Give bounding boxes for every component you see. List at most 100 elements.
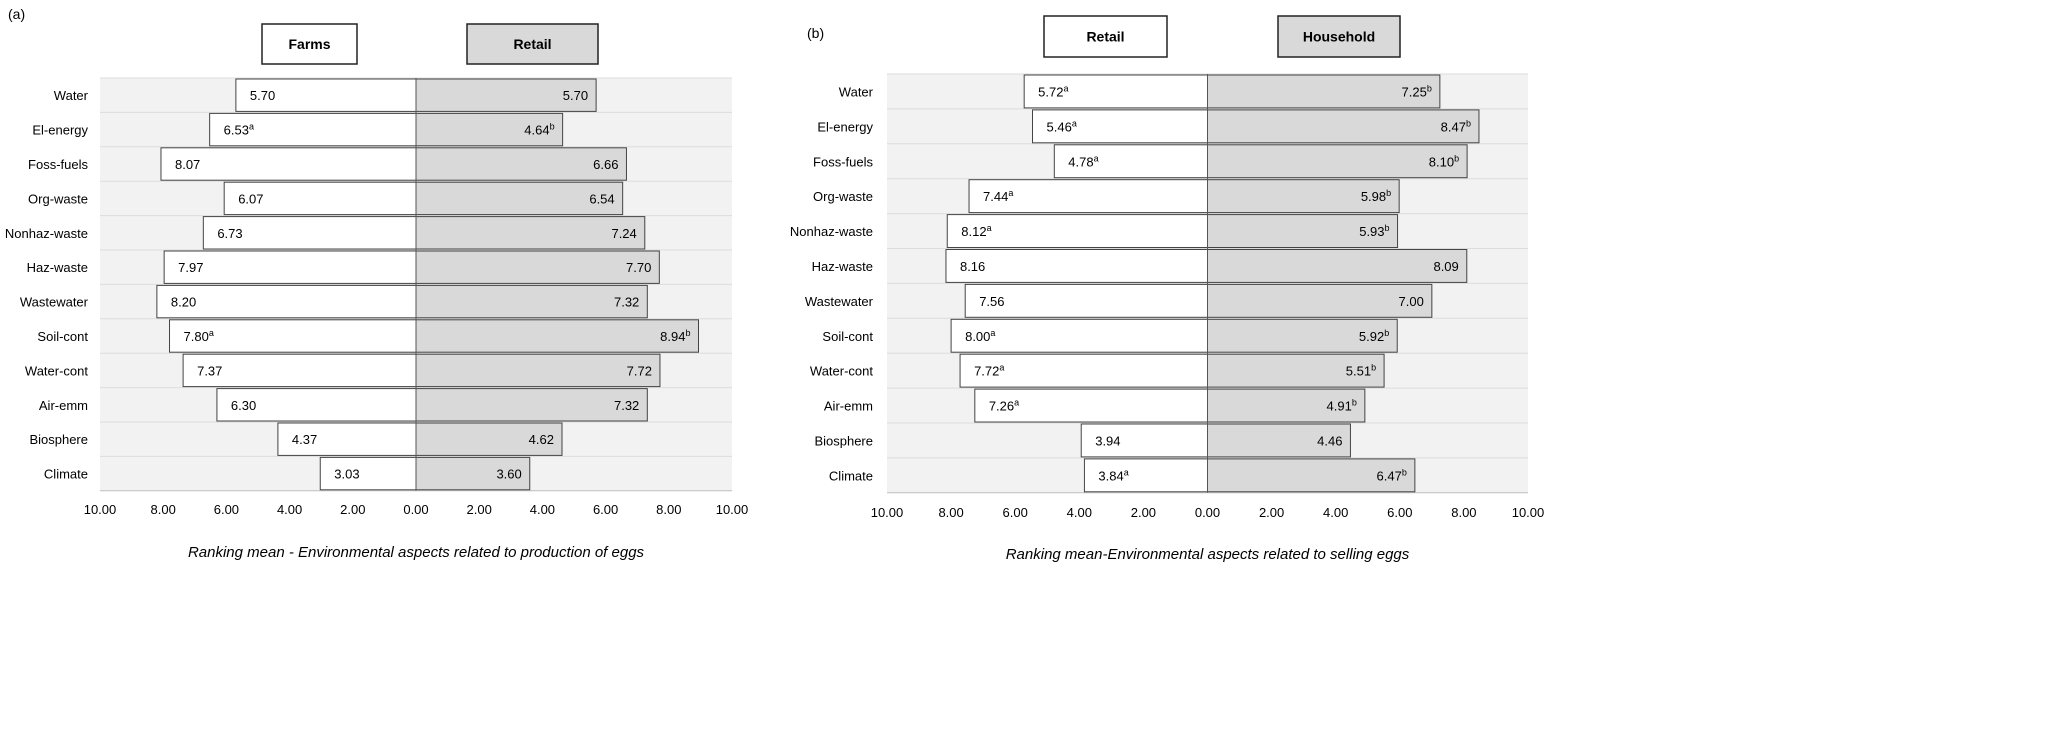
bar-right-value: 8.47b: [1441, 118, 1471, 134]
bar-right: [415, 284, 648, 319]
x-tick-label: 8.00: [938, 505, 963, 520]
x-tick-label: 2.00: [467, 502, 492, 517]
bar-left: [1083, 458, 1208, 493]
bar-right-value: 5.70: [563, 88, 588, 103]
x-tick-label: 8.00: [656, 502, 681, 517]
x-tick-label: 4.00: [277, 502, 302, 517]
bar-right-value: 6.54: [589, 191, 614, 206]
bar-left-value: 7.56: [979, 294, 1004, 309]
category-label: El-energy: [32, 123, 88, 138]
bar-right: [415, 319, 700, 353]
category-label: Wastewater: [805, 294, 874, 309]
x-tick-label: 2.00: [340, 502, 365, 517]
x-tick-label: 6.00: [1387, 505, 1412, 520]
significance-superscript: a: [1014, 398, 1019, 408]
panel-b: (b) Retail Household Water 5.72a 7.25b El-ener…: [790, 15, 1544, 563]
x-tick-label: 6.00: [214, 502, 239, 517]
bar-left-value: 7.26a: [989, 398, 1019, 414]
bar-left: [277, 422, 417, 456]
bar-right-value: 6.66: [593, 157, 618, 172]
bar-left: [223, 181, 417, 216]
bar-right: [415, 147, 627, 181]
bar-right: [1207, 283, 1433, 318]
significance-superscript: b: [1352, 398, 1357, 408]
bar-left: [959, 353, 1208, 388]
bar-left-value: 6.30: [231, 398, 256, 413]
bar-right: [415, 353, 661, 388]
legend-left-label: Retail: [1086, 29, 1124, 45]
panel-a: (a) Farms Retail Water 5.70 5.70 El-energy 6.53…: [5, 6, 748, 561]
x-tick-label: 4.00: [1323, 505, 1348, 520]
category-label: Biosphere: [814, 433, 873, 448]
bar-left-value: 8.07: [175, 157, 200, 172]
panel-label: (b): [807, 25, 824, 41]
bar-right: [1207, 214, 1399, 249]
bar-right-value: 4.46: [1317, 433, 1342, 448]
bar-left-value: 3.94: [1095, 433, 1120, 448]
significance-superscript: a: [1094, 153, 1099, 163]
bar-right: [1207, 318, 1398, 353]
bar-right-value: 8.94b: [660, 328, 690, 344]
bar-right-value: 7.25b: [1402, 83, 1432, 99]
significance-superscript: b: [550, 122, 555, 132]
bar-left: [169, 319, 417, 353]
x-tick-label: 10.00: [716, 502, 749, 517]
bar-right: [1207, 109, 1480, 144]
category-label: Climate: [44, 467, 88, 482]
legend-left-label: Farms: [288, 36, 330, 52]
bar-left: [202, 216, 417, 250]
bar-right-value: 7.72: [627, 363, 652, 378]
category-label: Haz-waste: [27, 260, 88, 275]
bar-left: [964, 283, 1209, 318]
significance-superscript: b: [1386, 188, 1391, 198]
x-tick-label: 8.00: [1451, 505, 1476, 520]
bar-right: [1207, 179, 1400, 214]
category-label: Soil-cont: [37, 329, 88, 344]
legend-right-label: Retail: [513, 36, 551, 52]
significance-superscript: b: [1466, 118, 1471, 128]
bar-left-value: 7.44a: [983, 188, 1013, 204]
category-label: El-energy: [817, 119, 873, 134]
bar-left: [209, 112, 417, 147]
legend-right-box: [1277, 15, 1401, 58]
bar-right-value: 4.64b: [524, 122, 554, 138]
bar-left-value: 7.80a: [184, 328, 214, 344]
bar-right: [415, 388, 648, 422]
x-tick-label: 6.00: [593, 502, 618, 517]
category-label: Org-waste: [28, 191, 88, 206]
category-label: Air-emm: [39, 398, 88, 413]
category-label: Water-cont: [810, 364, 873, 379]
x-tick-label: 10.00: [84, 502, 117, 517]
bar-left-value: 7.72a: [974, 363, 1004, 379]
bar-right-value: 7.00: [1399, 294, 1424, 309]
bar-right-value: 4.62: [529, 432, 554, 447]
category-label: Foss-fuels: [28, 157, 88, 172]
bar-left-value: 4.78a: [1068, 153, 1098, 169]
significance-superscript: a: [999, 363, 1004, 373]
bar-right-value: 5.51b: [1346, 363, 1376, 379]
bar-left-value: 8.20: [171, 295, 196, 310]
bar-left-value: 6.73: [217, 226, 242, 241]
x-tick-label: 6.00: [1003, 505, 1028, 520]
x-tick-label: 0.00: [1195, 505, 1220, 520]
x-tick-label: 2.00: [1131, 505, 1156, 520]
significance-superscript: b: [1385, 223, 1390, 233]
legend-left-box: [1043, 15, 1168, 58]
category-label: Org-waste: [813, 189, 873, 204]
bar-left: [182, 353, 417, 388]
bar-left-value: 5.46a: [1047, 118, 1077, 134]
category-label: Soil-cont: [822, 329, 873, 344]
category-label: Water: [839, 84, 874, 99]
bar-left-value: 3.84a: [1098, 467, 1128, 483]
significance-superscript: a: [249, 122, 254, 132]
bar-left: [945, 249, 1208, 283]
category-label: Wastewater: [20, 295, 89, 310]
significance-superscript: a: [990, 328, 995, 338]
bar-left-value: 6.07: [238, 191, 263, 206]
significance-superscript: a: [1063, 83, 1068, 93]
bar-right: [415, 250, 660, 284]
significance-superscript: b: [1371, 363, 1376, 373]
category-label: Nonhaz-waste: [790, 224, 873, 239]
bar-left-value: 3.03: [334, 467, 359, 482]
